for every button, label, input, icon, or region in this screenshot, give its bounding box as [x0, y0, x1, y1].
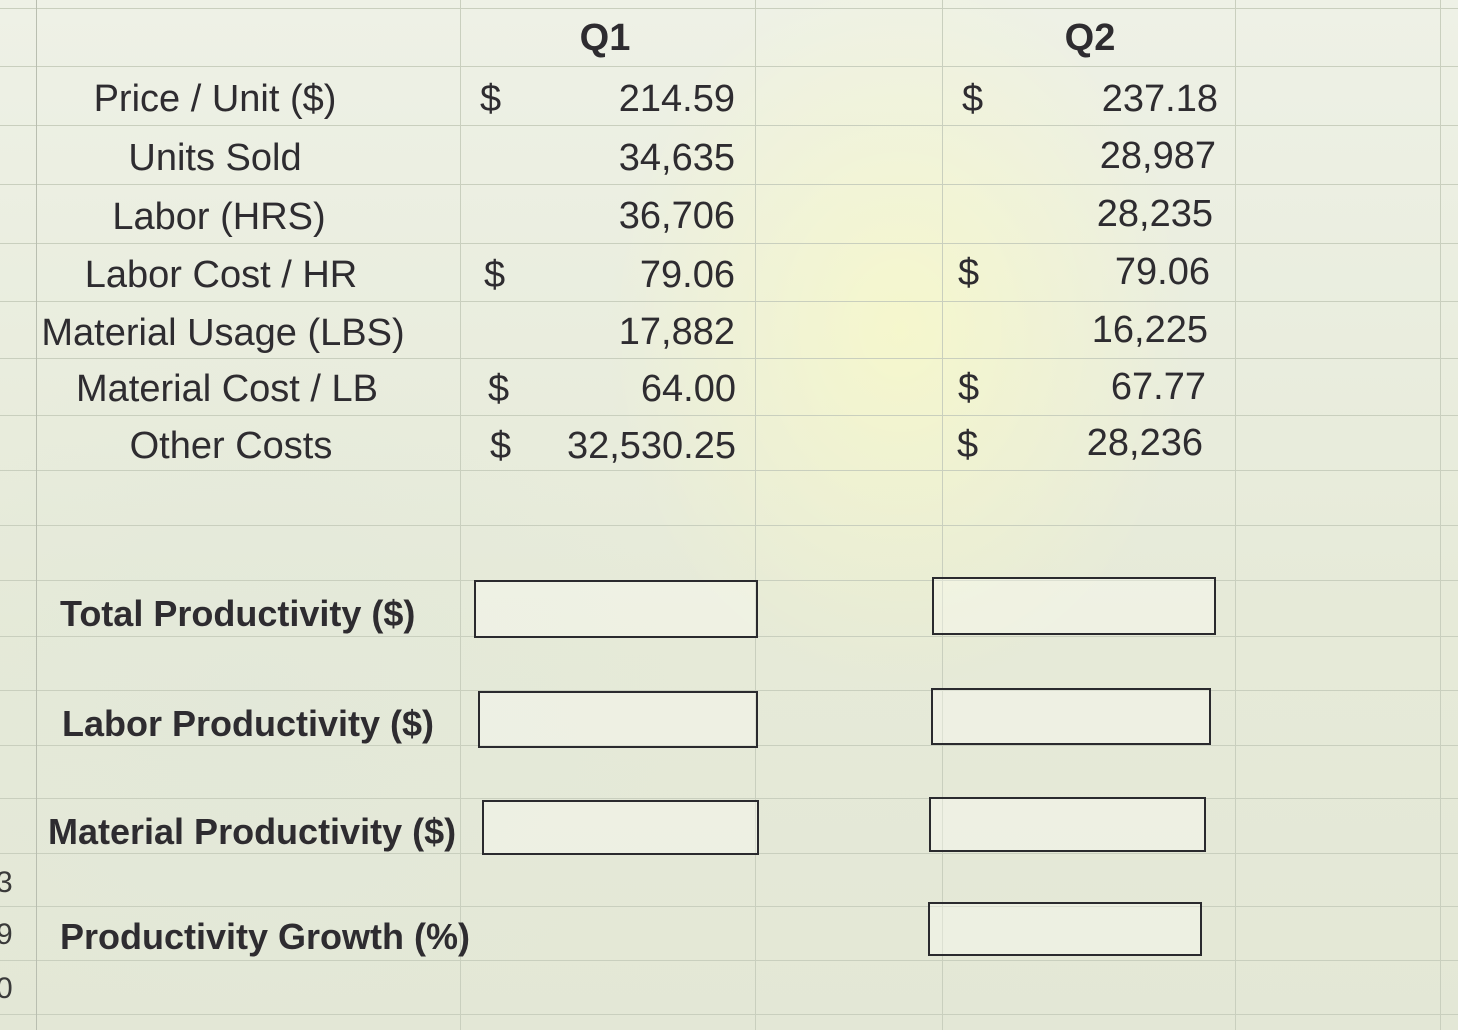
q1-labor-cost-per-hr-cell[interactable]: 79.06 — [639, 254, 735, 296]
row-label-price-per-unit: Price / Unit ($) — [93, 78, 337, 120]
gridline — [0, 301, 1458, 302]
row-number: 0 — [0, 972, 13, 1005]
q1-material-usage-cell[interactable]: 17,882 — [618, 311, 735, 353]
row-label-labor-hrs: Labor (HRS) — [112, 196, 326, 238]
gridline — [0, 690, 1458, 691]
q1-units-sold-cell[interactable]: 34,635 — [618, 137, 735, 179]
row-label-other-costs: Other Costs — [129, 425, 333, 467]
q2-header: Q2 — [1064, 17, 1116, 59]
q1-currency-symbol: $ — [488, 368, 510, 410]
gridline — [0, 798, 1458, 799]
gridline — [942, 0, 943, 1030]
gridline — [0, 358, 1458, 359]
q2-material-usage-cell[interactable]: 16,225 — [1091, 309, 1208, 351]
q2-material-cost-per-lb-cell[interactable]: 67.77 — [1110, 366, 1206, 408]
q1-currency-symbol: $ — [484, 254, 506, 296]
productivity-growth-q2-input[interactable] — [928, 902, 1202, 956]
q2-currency-symbol: $ — [958, 367, 980, 409]
q2-currency-symbol: $ — [958, 252, 980, 294]
material-productivity-q2-input[interactable] — [929, 797, 1206, 852]
gridline — [1235, 0, 1236, 1030]
row-label-material-cost-per-lb: Material Cost / LB — [76, 368, 378, 410]
total-productivity-q1-input[interactable] — [474, 580, 758, 638]
q1-price-per-unit-cell[interactable]: 214.59 — [618, 78, 735, 120]
row-number: 9 — [0, 918, 13, 951]
result-label-labor-productivity: Labor Productivity ($) — [62, 703, 435, 744]
gridline — [0, 125, 1458, 126]
gridline — [0, 243, 1458, 244]
gridline — [0, 525, 1458, 526]
gridline — [0, 8, 1458, 9]
gridline — [0, 184, 1458, 185]
q1-material-cost-per-lb-cell[interactable]: 64.00 — [640, 368, 736, 410]
gridline — [0, 66, 1458, 67]
q2-units-sold-cell[interactable]: 28,987 — [1099, 135, 1216, 177]
gridline — [0, 906, 1458, 907]
gridline — [755, 0, 756, 1030]
q1-currency-symbol: $ — [490, 425, 512, 467]
gridline — [0, 960, 1458, 961]
row-label-material-usage: Material Usage (LBS) — [41, 312, 405, 354]
q2-other-costs-cell[interactable]: 28,236 — [1086, 422, 1203, 464]
row-label-labor-cost-per-hr: Labor Cost / HR — [84, 254, 358, 296]
result-label-material-productivity: Material Productivity ($) — [48, 811, 457, 852]
q1-labor-hrs-cell[interactable]: 36,706 — [618, 195, 735, 237]
gridline — [36, 0, 37, 1030]
q2-labor-cost-per-hr-cell[interactable]: 79.06 — [1114, 251, 1210, 293]
gridline — [460, 0, 461, 1030]
row-number: 3 — [0, 866, 13, 899]
gridline — [1440, 0, 1441, 1030]
gridline — [0, 745, 1458, 746]
labor-productivity-q2-input[interactable] — [931, 688, 1211, 745]
gridline — [0, 1014, 1458, 1015]
q2-currency-symbol: $ — [962, 78, 984, 120]
result-label-productivity-growth: Productivity Growth (%) — [60, 916, 471, 957]
labor-productivity-q1-input[interactable] — [478, 691, 758, 748]
result-label-total-productivity: Total Productivity ($) — [60, 593, 416, 634]
q2-price-per-unit-cell[interactable]: 237.18 — [1101, 78, 1218, 120]
q1-currency-symbol: $ — [480, 78, 502, 120]
material-productivity-q1-input[interactable] — [482, 800, 759, 855]
q2-currency-symbol: $ — [957, 424, 979, 466]
gridline — [0, 470, 1458, 471]
q1-other-costs-cell[interactable]: 32,530.25 — [566, 425, 736, 467]
gridline — [0, 415, 1458, 416]
row-label-units-sold: Units Sold — [128, 137, 302, 179]
total-productivity-q2-input[interactable] — [932, 577, 1216, 635]
q2-labor-hrs-cell[interactable]: 28,235 — [1096, 193, 1213, 235]
q1-header: Q1 — [579, 17, 631, 59]
